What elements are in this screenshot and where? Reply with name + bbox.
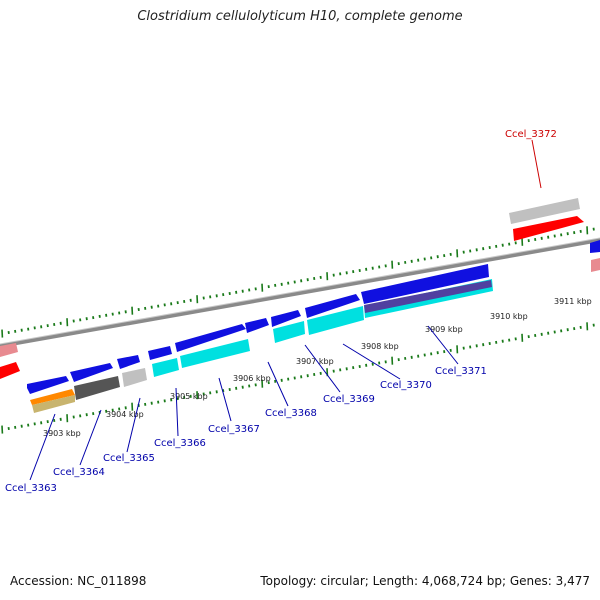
feature-orange-3363[interactable] bbox=[30, 389, 75, 405]
feature-dark-3364[interactable] bbox=[74, 376, 120, 400]
gene-label-ccel-3367[interactable]: Ccel_3367 bbox=[208, 424, 260, 435]
accession-text: Accession: NC_011898 bbox=[10, 574, 147, 588]
scale-label: 3905 kbp bbox=[170, 392, 208, 401]
leader-3365 bbox=[126, 397, 141, 453]
cds-row-inner bbox=[30, 279, 493, 413]
leader-3372 bbox=[531, 139, 542, 189]
feature-blue-right-edge[interactable] bbox=[590, 240, 600, 253]
leader-3366 bbox=[175, 387, 179, 437]
gene-label-ccel-3366[interactable]: Ccel_3366 bbox=[154, 438, 206, 449]
genome-summary-text: Topology: circular; Length: 4,068,724 bp… bbox=[260, 574, 590, 588]
feature-pink-left[interactable] bbox=[0, 343, 18, 357]
scale-label: 3903 kbp bbox=[43, 429, 81, 438]
feature-purple-3371[interactable] bbox=[364, 280, 492, 313]
scale-label: 3906 kbp bbox=[233, 374, 271, 383]
gene-label-ccel-3371[interactable]: Ccel_3371 bbox=[435, 366, 487, 377]
gene-label-ccel-3365[interactable]: Ccel_3365 bbox=[103, 453, 155, 464]
cds-row-outer bbox=[27, 264, 489, 394]
scale-label: 3909 kbp bbox=[425, 325, 463, 334]
scale-label: 3911 kbp bbox=[554, 297, 592, 306]
scale-label: 3904 kbp bbox=[106, 410, 144, 419]
cds-3366[interactable] bbox=[148, 346, 172, 360]
feature-cyan-3370[interactable] bbox=[307, 306, 364, 335]
cds-3363[interactable] bbox=[27, 376, 69, 394]
leader-3364 bbox=[79, 409, 102, 466]
gene-label-ccel-3364[interactable]: Ccel_3364 bbox=[53, 467, 105, 478]
gene-label-ccel-3372[interactable]: Ccel_3372 bbox=[505, 129, 557, 140]
gene-label-ccel-3363[interactable]: Ccel_3363 bbox=[5, 483, 57, 494]
gene-label-ccel-3368[interactable]: Ccel_3368 bbox=[265, 408, 317, 419]
cds-3369[interactable] bbox=[271, 310, 301, 327]
feature-cyan-3367[interactable] bbox=[180, 339, 250, 368]
feature-gray-3365[interactable] bbox=[122, 368, 147, 387]
gene-leader-lines bbox=[29, 139, 542, 481]
lower-tick-row bbox=[1, 322, 595, 434]
genome-backbone-highlight bbox=[0, 237, 600, 345]
cds-3368[interactable] bbox=[245, 318, 269, 333]
genome-backbone bbox=[0, 238, 600, 348]
leader-3369 bbox=[304, 344, 341, 393]
gene-label-ccel-3369[interactable]: Ccel_3369 bbox=[323, 394, 375, 405]
cds-3371[interactable] bbox=[361, 264, 489, 304]
feature-pink-right-edge[interactable] bbox=[591, 258, 600, 272]
gene-label-ccel-3370[interactable]: Ccel_3370 bbox=[380, 380, 432, 391]
leader-3371 bbox=[427, 325, 459, 365]
upper-tick-row bbox=[1, 226, 595, 338]
map-title: Clostridium cellulolyticum H10, complete… bbox=[137, 9, 463, 24]
cds-3370[interactable] bbox=[305, 294, 360, 318]
scale-label: 3907 kbp bbox=[296, 357, 334, 366]
leader-3367 bbox=[218, 377, 232, 422]
cds-3364[interactable] bbox=[70, 363, 113, 382]
scale-label: 3910 kbp bbox=[490, 312, 528, 321]
feature-cyan-3369[interactable] bbox=[273, 321, 305, 343]
feature-red-3372[interactable] bbox=[513, 216, 584, 241]
cds-3365[interactable] bbox=[117, 355, 140, 369]
leader-3363 bbox=[29, 413, 56, 481]
cds-3367[interactable] bbox=[175, 324, 246, 352]
gene-labels: Ccel_3363 Ccel_3364 Ccel_3365 Ccel_3366 … bbox=[5, 129, 557, 494]
feature-olive-3363[interactable] bbox=[32, 395, 75, 413]
scale-label: 3908 kbp bbox=[361, 342, 399, 351]
leader-3370 bbox=[342, 343, 401, 380]
leader-3368 bbox=[267, 361, 289, 407]
scale-labels: 3903 kbp 3904 kbp 3905 kbp 3906 kbp 3907… bbox=[43, 297, 592, 438]
feature-red-left[interactable] bbox=[0, 362, 20, 379]
feature-cyan-3366[interactable] bbox=[152, 358, 179, 377]
feature-gray-3372[interactable] bbox=[509, 198, 580, 224]
